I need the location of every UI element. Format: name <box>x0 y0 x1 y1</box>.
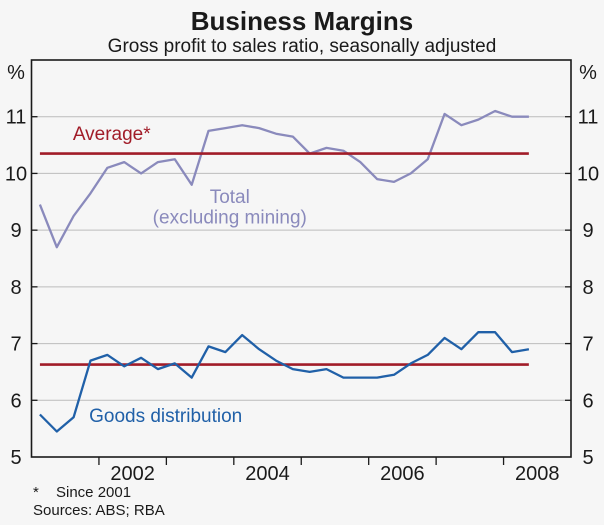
y-axis-label-left: 10 <box>5 163 27 185</box>
y-axis-label-left: 5 <box>10 447 21 469</box>
annotation-total: Total <box>210 187 250 208</box>
y-axis-label-right: 9 <box>582 220 593 242</box>
y-axis-label-right: 5 <box>582 447 593 469</box>
x-axis-label: 2008 <box>515 463 560 485</box>
y-axis-label-left: 11 <box>6 107 27 129</box>
x-axis-label: 2006 <box>380 463 425 485</box>
plot-frame <box>30 59 572 458</box>
y-axis-label-right: 7 <box>582 334 593 356</box>
y-axis-label-right: 6 <box>582 390 593 412</box>
footnote-text: Since 2001 <box>56 484 132 501</box>
annotation-average: Average* <box>73 124 151 145</box>
series-line-total-excluding-mining <box>38 109 529 249</box>
y-axis-label-right: 10 <box>577 163 599 185</box>
chart-subtitle: Gross profit to sales ratio, seasonally … <box>107 36 497 57</box>
series-line-goods-distribution <box>39 331 530 433</box>
y-axis-label-left: 7 <box>10 334 21 356</box>
annotation-excluding-mining: (excluding mining) <box>153 208 307 229</box>
y-axis-label-left: 8 <box>10 277 21 299</box>
x-axis-label: 2002 <box>110 463 155 485</box>
y-axis-label-left: 9 <box>10 220 21 242</box>
y-axis-unit-right: % <box>579 62 597 84</box>
x-axis-label: 2004 <box>245 463 290 485</box>
footnote-sources: Sources: ABS; RBA <box>33 502 165 519</box>
footnote-since-2001: * Since 2001 <box>33 484 131 501</box>
y-axis-label-right: 8 <box>582 277 593 299</box>
chart-title: Business Margins <box>190 6 414 36</box>
y-axis-unit-left: % <box>7 62 25 84</box>
y-axis-label-right: 11 <box>578 107 599 129</box>
footnote-asterisk: * <box>33 484 39 501</box>
annotation-goods-distribution: Goods distribution <box>89 406 242 427</box>
y-axis-label-left: 6 <box>10 390 21 412</box>
